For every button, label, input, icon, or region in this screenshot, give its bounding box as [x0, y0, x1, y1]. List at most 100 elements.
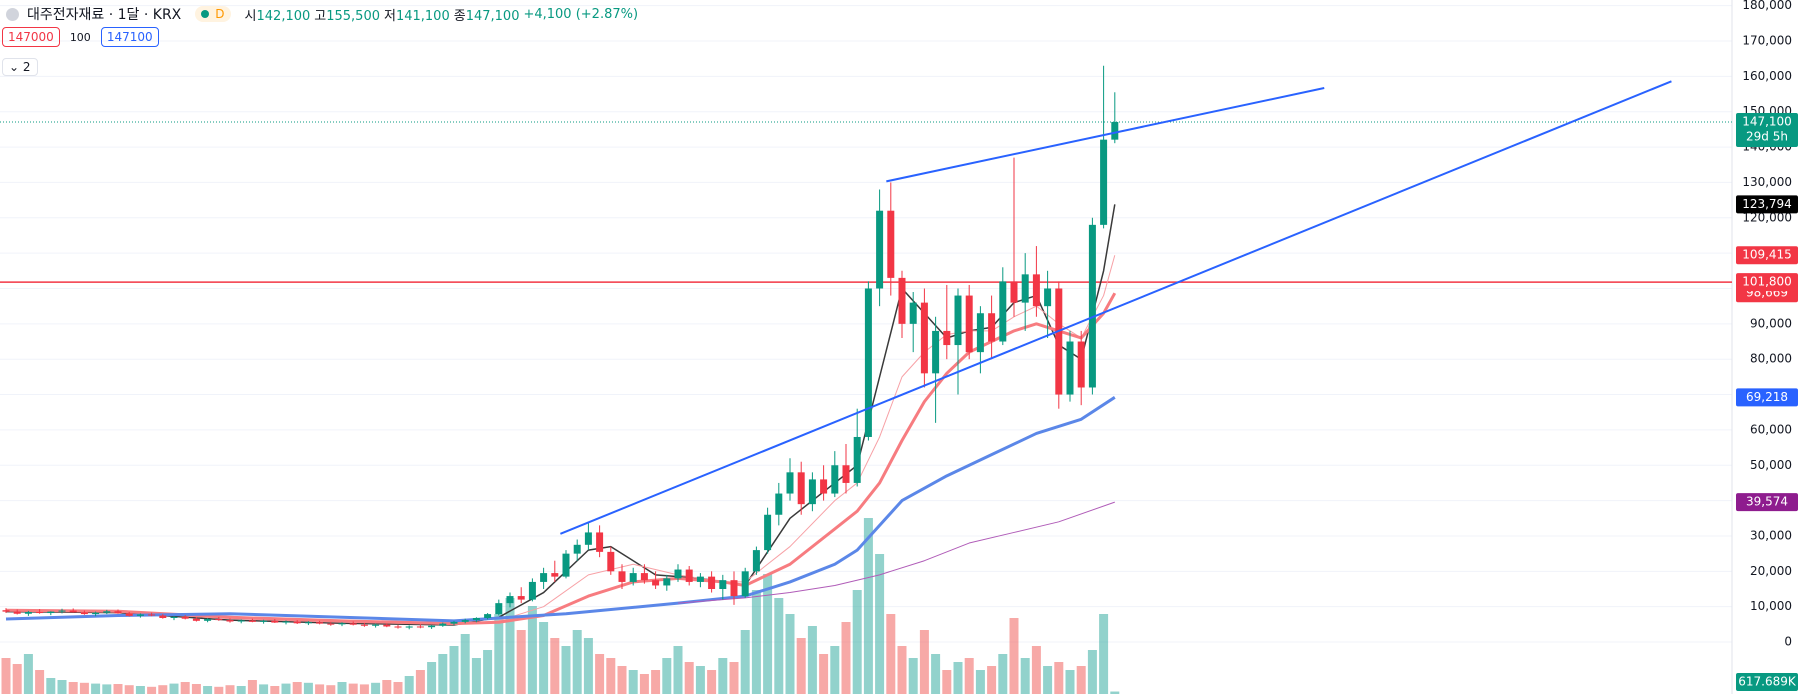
candle-body	[428, 625, 436, 628]
volume-bar	[247, 680, 257, 694]
volume-bar	[1065, 670, 1075, 694]
volume-bar	[662, 658, 672, 694]
volume-bar	[393, 682, 403, 694]
candle-body	[304, 622, 312, 624]
candle-body	[114, 611, 122, 614]
ohlc: 시142,100 고155,500 저141,100 종147,100	[245, 5, 524, 24]
candle-body	[439, 623, 447, 626]
quantity[interactable]: 100	[69, 30, 91, 44]
candle-body	[584, 532, 592, 545]
candle-body	[786, 472, 794, 494]
candle-body	[248, 620, 256, 622]
volume-bar	[315, 684, 325, 694]
candle-body	[876, 210, 884, 289]
volume-bar	[1099, 614, 1109, 694]
ma-axis-label: 123,794	[1742, 197, 1792, 211]
candle-body	[696, 576, 704, 582]
volume-bar	[337, 682, 347, 694]
volume-bar	[628, 670, 638, 694]
candle-body	[360, 624, 368, 626]
volume-bar	[718, 658, 728, 694]
y-tick-label: 10,000	[1750, 599, 1792, 613]
candle-body	[920, 302, 928, 374]
candle-body	[260, 620, 268, 622]
candle-body	[551, 573, 559, 577]
volume-bar	[449, 646, 459, 694]
candle-body	[484, 614, 492, 618]
volume-bar	[113, 684, 123, 694]
candle-body	[663, 578, 671, 586]
volume-bar	[214, 686, 224, 694]
ma-axis-label: 39,574	[1746, 495, 1788, 509]
ohlc-value: 141,100	[395, 8, 450, 24]
volume-bar	[583, 638, 593, 694]
collapse-button[interactable]: ⌄ 2	[2, 58, 38, 76]
volume-bar	[460, 634, 470, 694]
volume-bar	[527, 606, 537, 694]
candle-body	[450, 621, 458, 624]
candle-body	[2, 610, 10, 612]
last-price-label-bg	[1736, 112, 1798, 147]
candle-body	[1077, 341, 1085, 388]
y-tick-label: 80,000	[1750, 352, 1792, 366]
volume-bar	[998, 654, 1008, 694]
trendline	[886, 87, 1325, 183]
volume-bar	[23, 654, 33, 694]
y-tick-label: 50,000	[1750, 458, 1792, 472]
candle-body	[47, 611, 55, 614]
candle-body	[1010, 281, 1018, 303]
volume-bar	[135, 686, 145, 694]
candle-body	[808, 479, 816, 505]
candle-body	[282, 621, 290, 623]
ohlc-item: 고155,500	[314, 9, 380, 24]
status-dot	[201, 10, 210, 18]
sell-button[interactable]: 147000	[2, 27, 60, 47]
candle-body	[764, 514, 772, 551]
volume-bar	[404, 676, 414, 694]
candle-body	[506, 596, 514, 604]
candle-body	[416, 626, 424, 628]
candle-body	[999, 281, 1007, 342]
volume-bar	[471, 658, 481, 694]
ma-axis-label: 69,218	[1746, 390, 1788, 404]
volume-bar	[572, 630, 582, 694]
candle-body	[965, 295, 973, 353]
candle-body	[181, 616, 189, 619]
candle-body	[36, 611, 44, 614]
candle-body	[820, 479, 828, 494]
status-pill[interactable]: D	[195, 6, 231, 22]
volume-bar	[326, 685, 336, 694]
candle-body	[652, 580, 660, 586]
volume-bar	[875, 554, 885, 694]
moving-average	[5, 255, 1116, 625]
candle-body	[372, 624, 380, 626]
candle-body	[1088, 224, 1096, 388]
buy-button[interactable]: 147100	[100, 27, 159, 47]
volume-bar	[695, 666, 705, 694]
candle-body	[573, 544, 581, 554]
volume-bar	[1020, 658, 1030, 694]
volume-bar	[427, 662, 437, 694]
candle-body	[103, 611, 111, 613]
volume-bar	[863, 518, 873, 694]
candle-body	[842, 465, 850, 483]
hline-axis-label: 101,800	[1742, 275, 1792, 289]
candle-body	[69, 610, 77, 613]
volume-bar	[348, 683, 358, 694]
candle-body	[640, 573, 648, 581]
candle-body	[293, 621, 301, 624]
volume-bar	[1076, 666, 1086, 694]
candle-body	[215, 619, 223, 621]
volume-bar	[852, 590, 862, 694]
candle-body	[752, 550, 760, 572]
symbol[interactable]: 대주전자재료 · 1달 · KRX	[27, 7, 182, 23]
candle-body	[80, 612, 88, 615]
volume-bar	[147, 686, 157, 694]
volume-bar	[79, 682, 89, 694]
last-price-label: 147,100	[1742, 114, 1792, 128]
ma-axis-label-bg	[1736, 388, 1798, 407]
change: +4,100 (+2.87%)	[523, 6, 639, 22]
volume-bar	[987, 666, 997, 694]
candle-body	[976, 313, 984, 353]
